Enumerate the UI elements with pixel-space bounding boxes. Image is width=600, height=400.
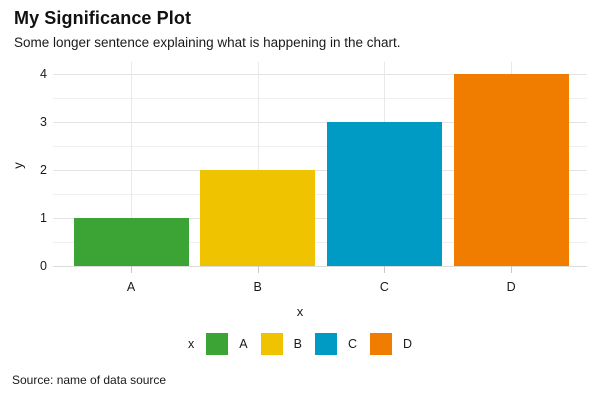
y-tick-label: 4	[40, 67, 47, 81]
bar-B	[200, 170, 316, 266]
legend-title: x	[188, 337, 195, 351]
legend-entry-B: B	[260, 333, 302, 355]
legend-entry-D: D	[369, 333, 412, 355]
legend-entry-C: C	[314, 333, 357, 355]
major-gridline	[53, 218, 587, 219]
x-axis-title: x	[296, 304, 304, 319]
y-tick-label: 0	[40, 259, 47, 273]
y-tick-label: 3	[40, 115, 47, 129]
chart-subtitle: Some longer sentence explaining what is …	[14, 35, 401, 50]
major-gridline	[53, 74, 587, 75]
bar-D	[453, 74, 569, 266]
y-axis-title: y	[10, 162, 26, 169]
minor-gridline	[53, 146, 587, 147]
y-tick-label: 2	[40, 163, 47, 177]
legend-label: A	[239, 337, 248, 351]
legend-entry-A: A	[206, 333, 248, 355]
vertical-gridline	[131, 62, 132, 266]
bar-A	[73, 218, 189, 266]
vertical-gridline	[257, 62, 259, 266]
x-tick-label: B	[253, 280, 262, 294]
x-tick-mark	[257, 266, 259, 273]
x-axis-line	[53, 266, 587, 267]
major-gridline	[53, 170, 587, 171]
legend-swatch-D	[369, 333, 392, 355]
x-tick-mark	[131, 266, 132, 273]
legend-swatch-C	[314, 333, 337, 355]
major-gridline	[53, 122, 587, 123]
x-tick-mark	[511, 266, 513, 273]
minor-gridline	[53, 242, 587, 243]
x-tick-label: D	[506, 280, 516, 294]
y-tick-label: 1	[40, 211, 47, 225]
minor-gridline	[53, 98, 587, 99]
minor-gridline	[53, 194, 587, 195]
x-tick-mark	[384, 266, 386, 273]
source-note: Source: name of data source	[12, 373, 167, 387]
chart-title: My Significance Plot	[14, 8, 192, 28]
bar-C	[326, 122, 442, 266]
legend-label: B	[293, 337, 302, 351]
legend-label: C	[347, 337, 357, 351]
legend-swatch-A	[206, 333, 229, 355]
x-tick-label: C	[379, 280, 389, 294]
legend-label: D	[402, 337, 412, 351]
x-tick-label: A	[126, 280, 136, 294]
legend-swatch-B	[260, 333, 283, 355]
